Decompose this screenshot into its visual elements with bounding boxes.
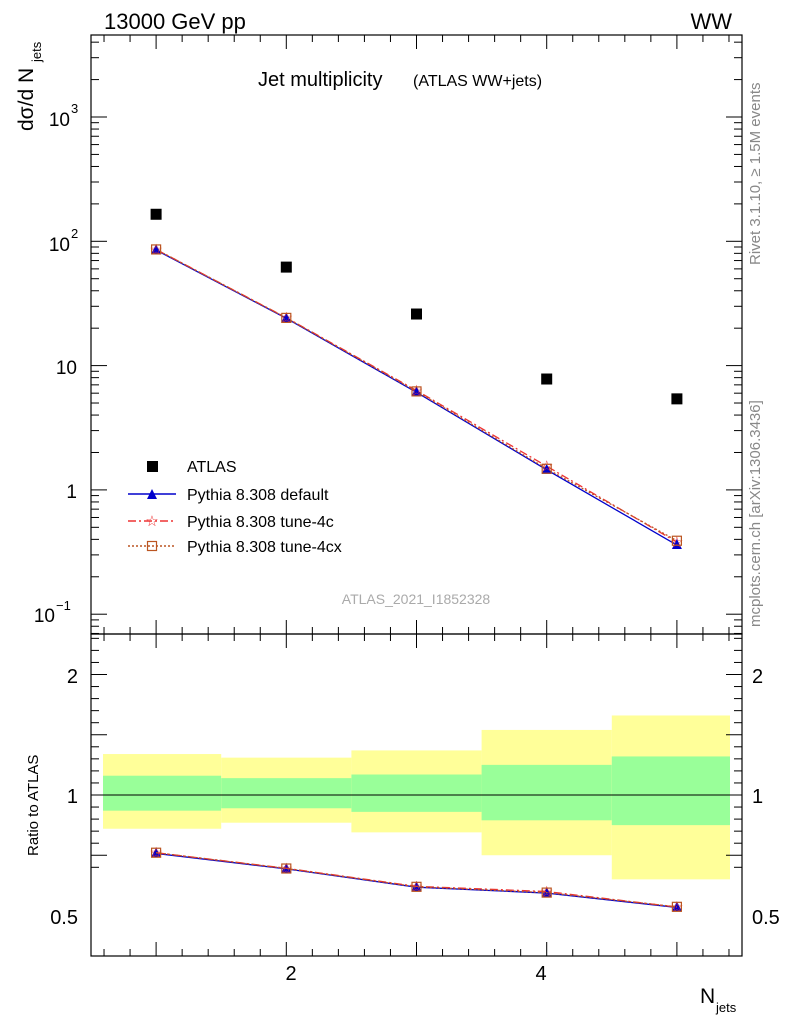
legend-marker-tune4c: ☆ (145, 513, 158, 530)
ratio-tune4cx-point (671, 901, 683, 912)
ratio-plot-content: ☆☆☆ ☆☆ (149, 845, 683, 916)
chart-subtitle: (ATLAS WW+jets) (413, 73, 542, 90)
rivet-label: Rivet 3.1.10, ≥ 1.5M events (747, 83, 764, 266)
process-label: WW (690, 9, 732, 34)
main-y-axis-label: dσ/d N jets (15, 41, 44, 131)
ratio-y-tick-label-2-left: 2 (67, 666, 78, 688)
ratio-y-tick-label-2-right: 2 (752, 666, 763, 688)
tune4c-point: ☆ (540, 458, 553, 475)
legend-marker-default (147, 489, 157, 499)
default-point (151, 244, 162, 255)
y-tick-exp-1000: 3 (71, 101, 78, 116)
ratio-tune4cx-point (541, 887, 552, 898)
legend-label-tune4cx: Pythia 8.308 tune-4cx (187, 539, 342, 556)
default-point (541, 463, 552, 474)
main-plot-content: ☆☆☆☆☆ (149, 208, 684, 551)
x-axis-label: N jets (700, 985, 737, 1015)
legend-item-atlas: ATLAS (147, 459, 237, 476)
y-tick-label-0.1: 10 (34, 606, 55, 627)
ratio-y-tick-label-0.5-left: 0.5 (50, 907, 78, 929)
ratio-band-inner (103, 775, 222, 811)
ratio-y-tick-label-1-right: 1 (752, 786, 763, 808)
ratio-tune4cx-point (151, 847, 162, 858)
legend: ATLAS Pythia 8.308 default ☆ Pythia 8.30… (128, 459, 342, 556)
ratio-y-tick-label-0.5-right: 0.5 (752, 907, 780, 929)
chart-title: Jet multiplicity (258, 69, 382, 91)
tune4cx-point (411, 386, 422, 397)
y-tick-label-1: 1 (66, 482, 77, 503)
legend-item-default: Pythia 8.308 default (128, 487, 329, 504)
ratio-bands (103, 715, 730, 880)
ratio-panel: ☆☆☆ ☆☆ 2 1 0.5 2 1 0.5 Ratio to ATLAS 2 4… (25, 633, 780, 1015)
ratio-frame (90, 633, 743, 957)
analysis-watermark: ATLAS_2021_I1852328 (342, 591, 491, 607)
atlas-point (671, 393, 683, 405)
tune4cx-point (541, 463, 552, 474)
y-axis-label-sub: jets (29, 41, 44, 63)
x-tick-label-4: 4 (535, 963, 546, 985)
ratio-line-tune4cx (156, 852, 677, 908)
main-ticks (91, 35, 742, 634)
legend-marker-atlas (147, 461, 158, 472)
tune4c-point: ☆ (670, 534, 683, 551)
default-point (281, 312, 292, 323)
y-tick-label-10: 10 (56, 358, 77, 379)
legend-label-tune4c: Pythia 8.308 tune-4c (187, 514, 334, 531)
default-point (411, 386, 422, 397)
ratio-band-inner (221, 778, 352, 809)
main-y-tick-labels: 10 3 10 2 10 1 10 −1 (34, 101, 78, 627)
legend-item-tune4cx: Pythia 8.308 tune-4cx (128, 539, 342, 556)
ratio-band-inner (611, 756, 730, 826)
x-tick-label-2: 2 (285, 963, 296, 985)
y-tick-exp-100: 2 (71, 226, 78, 241)
ratio-y-axis-label: Ratio to ATLAS (25, 755, 42, 856)
x-axis-label-text: N (700, 985, 715, 1008)
tune4cx-point (151, 244, 162, 255)
atlas-point (411, 308, 422, 320)
legend-label-atlas: ATLAS (187, 459, 237, 476)
atlas-point (150, 208, 162, 220)
main-frame-bg (91, 35, 742, 634)
ratio-band-inner (481, 764, 612, 821)
y-tick-label-100: 10 (49, 235, 70, 256)
atlas-point (541, 373, 553, 385)
ratio-y-tick-labels: 2 1 0.5 2 1 0.5 (50, 666, 780, 929)
ratio-y-tick-label-1-left: 1 (67, 786, 78, 808)
tune4cx-point (281, 312, 292, 323)
y-tick-exp-0.1: −1 (56, 598, 71, 613)
y-tick-label-1000: 10 (49, 110, 70, 131)
tune4cx-point (671, 535, 683, 546)
energy-label: 13000 GeV pp (104, 9, 246, 34)
mcplots-label: mcplots.cern.ch [arXiv:1306.3436] (747, 400, 764, 627)
x-axis-label-sub: jets (715, 1000, 737, 1015)
main-panel: ☆☆☆☆☆ Jet multiplicity (ATLAS WW+jets) 1… (15, 34, 743, 635)
ratio-tune4cx-point (411, 881, 422, 892)
default-point (671, 539, 682, 550)
ratio-ticks (91, 634, 742, 956)
atlas-point (280, 261, 292, 273)
legend-item-tune4c: ☆ Pythia 8.308 tune-4c (128, 513, 334, 531)
y-axis-label-text: dσ/d N (15, 68, 38, 131)
legend-marker-tune4cx (146, 540, 158, 552)
ratio-tune4cx-point (281, 863, 292, 874)
legend-label-default: Pythia 8.308 default (187, 487, 329, 504)
ratio-default-point (151, 847, 162, 858)
ratio-band-inner (351, 774, 482, 812)
